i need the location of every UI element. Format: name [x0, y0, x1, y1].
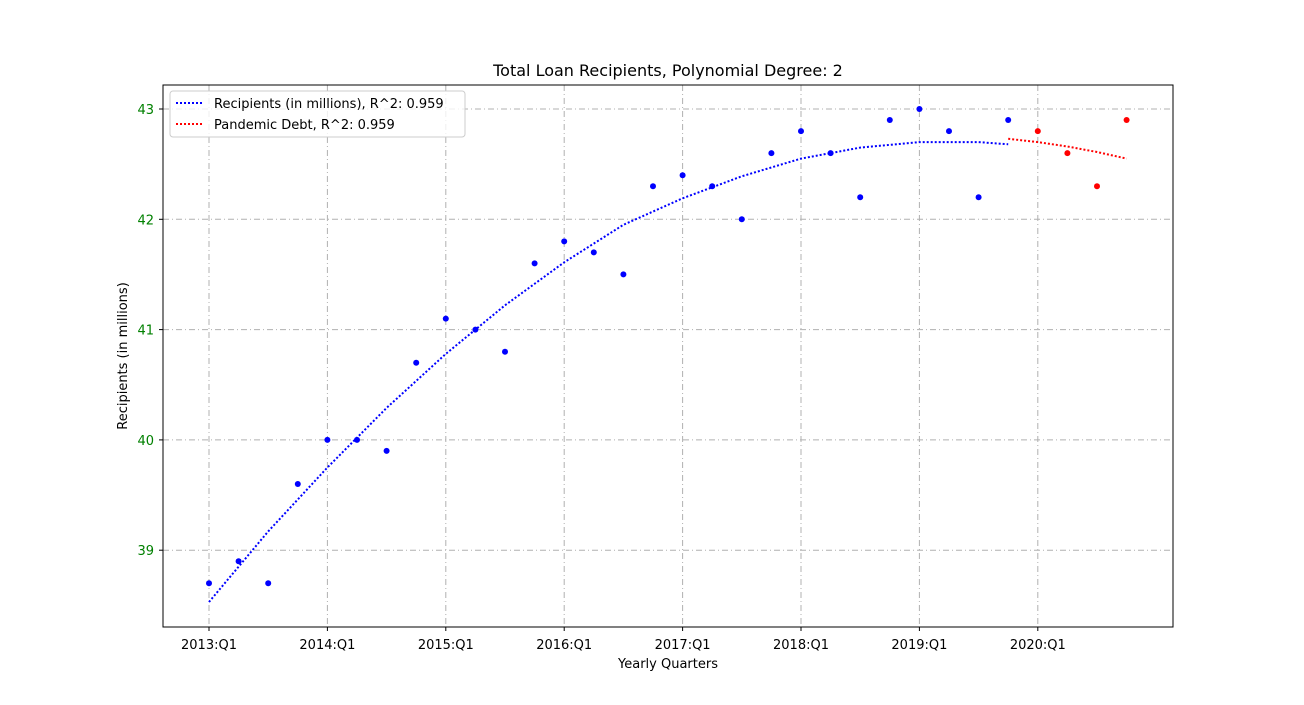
data-point — [798, 128, 804, 135]
legend: Recipients (in millions), R^2: 0.959 Pand… — [169, 90, 466, 138]
data-point — [679, 172, 686, 179]
x-tick-label: 2015:Q1 — [418, 638, 474, 653]
data-point — [1064, 150, 1071, 157]
series-2 — [1008, 117, 1130, 190]
legend-label-1: Recipients (in millions), R^2: 0.959 — [214, 97, 444, 112]
x-tick-label: 2018:Q1 — [773, 638, 829, 653]
data-point — [235, 558, 242, 565]
x-tick-label: 2020:Q1 — [1010, 638, 1066, 653]
data-point — [561, 238, 568, 245]
data-point — [886, 117, 893, 123]
y-axis-title: Recipients (in millions) — [116, 282, 131, 430]
data-point — [265, 580, 272, 587]
data-point — [946, 128, 952, 135]
y-tick-label: 43 — [137, 103, 154, 118]
series-layer — [206, 106, 1130, 603]
data-point — [1005, 117, 1012, 123]
x-axis-title: Yearly Quarters — [617, 657, 718, 672]
x-tick-label: 2014:Q1 — [299, 638, 355, 653]
data-point — [354, 436, 360, 443]
data-point — [206, 580, 212, 587]
data-point — [916, 106, 923, 112]
y-tick-label: 41 — [137, 324, 154, 339]
x-tick-label: 2016:Q1 — [536, 638, 592, 653]
data-point — [1034, 128, 1041, 135]
legend-box — [169, 90, 466, 138]
data-point — [383, 447, 390, 454]
grid — [163, 85, 1173, 627]
data-point — [1123, 117, 1130, 123]
trend-line-1 — [208, 141, 1009, 603]
axis-ticks: 2013:Q1 2014:Q1 2015:Q1 2016:Q1 2017:Q1 2018:… — [137, 103, 1065, 653]
data-point — [590, 249, 597, 256]
series-1 — [206, 106, 1012, 603]
data-point — [502, 348, 508, 355]
data-point — [709, 183, 716, 190]
data-point — [620, 271, 627, 278]
x-tick-label: 2019:Q1 — [891, 638, 947, 653]
data-point — [827, 150, 834, 157]
data-point — [738, 216, 745, 223]
y-tick-label: 39 — [137, 544, 154, 559]
data-point — [324, 436, 331, 443]
data-point — [442, 315, 449, 322]
x-tick-label: 2013:Q1 — [181, 638, 237, 653]
plot-area-frame — [162, 84, 1174, 628]
data-point — [650, 183, 656, 190]
data-point — [768, 150, 775, 157]
legend-label-2: Pandemic Debt, R^2: 0.959 — [214, 118, 395, 133]
data-point — [531, 260, 538, 267]
data-point — [294, 481, 301, 487]
data-point — [857, 194, 864, 201]
x-tick-label: 2017:Q1 — [655, 638, 711, 653]
data-point — [472, 326, 479, 333]
data-point — [413, 359, 420, 366]
data-point — [975, 194, 982, 201]
y-tick-label: 42 — [137, 213, 154, 228]
data-point — [1094, 183, 1100, 190]
y-tick-label: 40 — [137, 434, 154, 449]
chart-title: Total Loan Recipients, Polynomial Degree… — [492, 61, 843, 80]
